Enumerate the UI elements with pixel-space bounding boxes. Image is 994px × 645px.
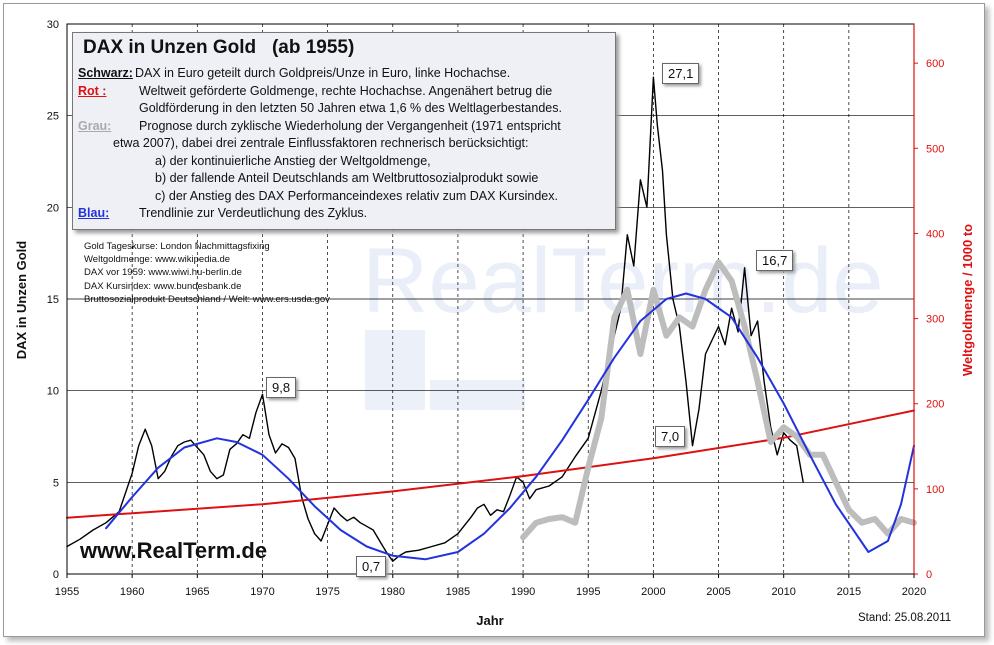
x-tick-label: 1980 [381, 586, 405, 598]
y2-tick-label: 300 [926, 314, 944, 326]
legend-text: b) der fallende Anteil Deutschlands am W… [155, 171, 539, 185]
x-tick-label: 2010 [771, 586, 795, 598]
x-tick-label: 2015 [837, 586, 861, 598]
x-tick-label: 1965 [185, 586, 209, 598]
legend-box: DAX in Unzen Gold (ab 1955) Schwarz: DAX … [72, 32, 616, 230]
source-line: Weltgoldmenge: www.wikipedia.de [84, 254, 231, 266]
watermark-block [430, 380, 525, 410]
legend-text: c) der Anstieg des DAX Performanceindexe… [155, 188, 558, 203]
legend-text: Trendlinie zur Verdeutlichung des Zyklus… [139, 206, 368, 220]
y2-tick-label: 0 [926, 569, 932, 581]
website-label: www.RealTerm.de [80, 538, 268, 563]
source-list: Gold Tageskurse: London Nachmittagsfixin… [84, 240, 330, 306]
source-line: DAX Kursindex: www.bundesbank.de [84, 280, 242, 292]
legend-label: Blau: [78, 206, 110, 220]
x-tick-label: 1985 [446, 586, 470, 598]
y2-tick-label: 200 [926, 399, 944, 411]
legend-text: Prognose durch zyklische Wiederholung de… [139, 118, 561, 133]
x-tick-label: 1955 [55, 586, 79, 598]
legend-text: DAX in Euro geteilt durch Goldpreis/Unze… [135, 66, 511, 80]
x-tick-label: 1990 [511, 586, 535, 598]
legend-text: Weltweit geförderte Goldmenge, rechte Ho… [139, 83, 553, 98]
y2-axis-title: Weltgoldmenge / 1000 to [960, 224, 975, 376]
x-tick-label: 2000 [641, 586, 665, 598]
y-axis-title: DAX in Unzen Gold [14, 241, 29, 360]
annotation-9-8: 9,8 [266, 377, 297, 398]
annotation-27-1: 27,1 [662, 63, 700, 84]
series-line-blau [105, 292, 915, 561]
legend-text: etwa 2007), dabei drei zentrale Einfluss… [113, 136, 529, 150]
x-tick-label: 1970 [250, 586, 274, 598]
x-tick-label: 2005 [706, 586, 730, 598]
y2-tick-label: 400 [926, 228, 944, 240]
series-line-rot [66, 409, 915, 519]
y-tick-label: 25 [47, 111, 59, 123]
x-tick-label: 2020 [902, 586, 926, 598]
x-axis-title: Jahr [476, 613, 503, 628]
y-tick-label: 5 [53, 477, 59, 489]
annotation-7-0: 7,0 [655, 426, 686, 447]
legend-label: Schwarz: [78, 66, 133, 80]
watermark-block [365, 330, 425, 410]
watermark: RealTerm.de [362, 230, 884, 410]
y-tick-label: 20 [47, 202, 59, 214]
x-tick-label: 1960 [120, 586, 144, 598]
legend-text: Goldförderung in den letzten 50 Jahren e… [139, 101, 562, 115]
y2-tick-label: 500 [926, 143, 944, 155]
series-line-schwarz [66, 76, 804, 562]
annotation-16-7: 16,7 [756, 250, 794, 271]
x-tick-label: 1995 [576, 586, 600, 598]
source-line: Gold Tageskurse: London Nachmittagsfixin… [84, 241, 270, 252]
y2-tick-label: 100 [926, 484, 944, 496]
y-tick-label: 10 [47, 386, 59, 398]
y-tick-label: 30 [47, 19, 59, 31]
series-layer [66, 76, 917, 562]
annotation-0-7: 0,7 [356, 556, 387, 577]
legend-text: a) der kontinuierliche Anstieg der Weltg… [155, 153, 431, 168]
date-stand: Stand: 25.08.2011 [858, 612, 952, 624]
y2-tick-label: 600 [926, 58, 944, 70]
legend-label: Grau: [78, 118, 112, 133]
y-tick-label: 0 [53, 569, 59, 581]
source-line: Bruttosozialprodukt Deutschland / Welt: … [84, 293, 330, 305]
series-line-grau [520, 259, 917, 541]
legend-label: Rot : [78, 83, 107, 98]
x-tick-label: 1975 [315, 586, 339, 598]
y-tick-label: 15 [47, 294, 59, 306]
chart-title: DAX in Unzen Gold (ab 1955) [83, 37, 355, 58]
source-line: DAX vor 1959: www.wiwi.hu-berlin.de [84, 267, 242, 279]
